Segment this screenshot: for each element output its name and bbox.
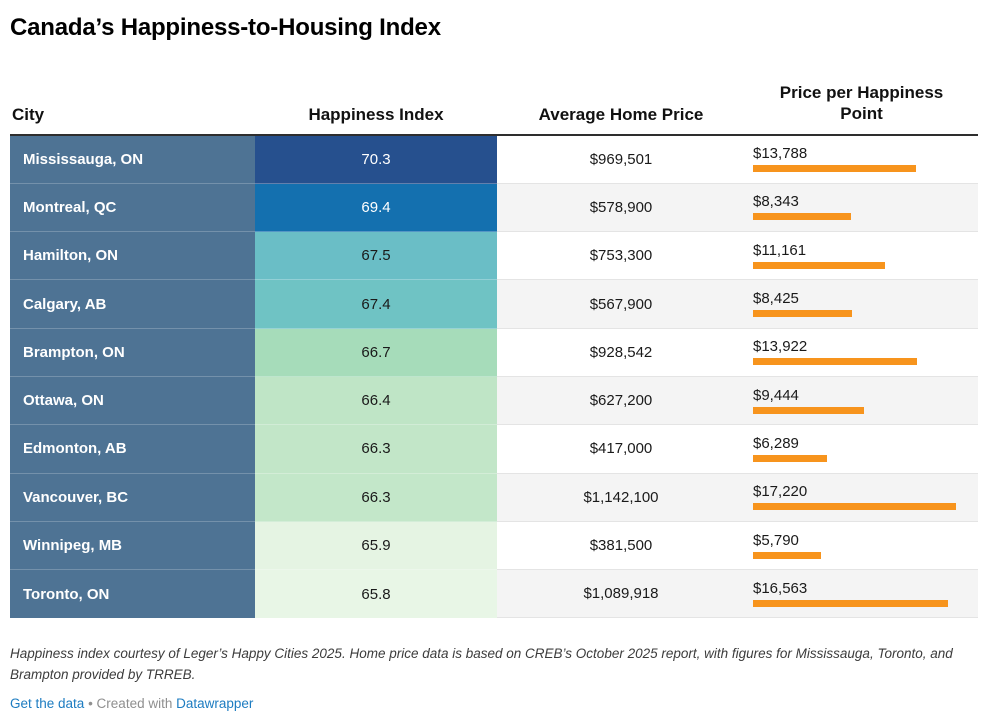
footer-links: Get the data • Created with Datawrapper <box>10 696 978 711</box>
datawrapper-link[interactable]: Datawrapper <box>176 695 254 711</box>
price-per-point-cell: $6,289 <box>745 425 978 474</box>
happiness-cell: 67.5 <box>255 232 497 281</box>
home-price-cell: $578,900 <box>497 183 745 233</box>
table-row: Montreal, QC 69.4 $578,900 $8,343 <box>10 183 978 233</box>
price-per-point-value: $11,161 <box>753 241 807 259</box>
chart-footer: Happiness index courtesy of Leger’s Happ… <box>10 644 978 711</box>
happiness-cell: 67.4 <box>255 280 497 329</box>
price-per-point-bar <box>753 406 864 414</box>
source-note: Happiness index courtesy of Leger’s Happ… <box>10 646 953 682</box>
price-per-point-bar <box>753 261 885 269</box>
city-cell: Brampton, ON <box>10 328 255 377</box>
price-per-point-value: $8,425 <box>753 290 799 308</box>
price-per-point-bar <box>753 358 917 366</box>
home-price-cell: $381,500 <box>497 521 745 571</box>
city-cell: Calgary, AB <box>10 280 255 329</box>
price-per-point-value: $9,444 <box>753 386 799 404</box>
city-cell: Hamilton, ON <box>10 232 255 281</box>
price-per-point-cell: $13,788 <box>745 135 978 184</box>
happiness-cell: 66.3 <box>255 473 497 522</box>
price-per-point-bar <box>753 599 948 607</box>
happiness-cell: 66.7 <box>255 328 497 377</box>
table-row: Toronto, ON 65.8 $1,089,918 $16,563 <box>10 570 978 619</box>
home-price-cell: $753,300 <box>497 232 745 281</box>
happiness-cell: 70.3 <box>255 135 497 184</box>
home-price-cell: $567,900 <box>497 280 745 329</box>
home-price-cell: $969,501 <box>497 135 745 184</box>
table-row: Ottawa, ON 66.4 $627,200 $9,444 <box>10 376 978 426</box>
city-cell: Toronto, ON <box>10 570 255 619</box>
table-row: Vancouver, BC 66.3 $1,142,100 $17,220 <box>10 473 978 522</box>
table-row: Edmonton, AB 66.3 $417,000 $6,289 <box>10 425 978 474</box>
price-per-point-value: $6,289 <box>753 434 799 452</box>
home-price-cell: $627,200 <box>497 376 745 426</box>
column-header-happiness-index: Happiness Index <box>308 104 444 124</box>
price-per-point-value: $17,220 <box>753 483 808 501</box>
city-cell: Vancouver, BC <box>10 473 255 522</box>
price-per-point-cell: $13,922 <box>745 328 978 377</box>
created-with-text: • Created with <box>88 695 173 711</box>
price-per-point-value: $13,788 <box>753 145 808 163</box>
price-per-point-cell: $11,161 <box>745 232 978 281</box>
happiness-cell: 65.9 <box>255 521 497 571</box>
city-cell: Edmonton, AB <box>10 425 255 474</box>
city-cell: Ottawa, ON <box>10 376 255 426</box>
home-price-cell: $1,089,918 <box>497 570 745 619</box>
table-row: Winnipeg, MB 65.9 $381,500 $5,790 <box>10 521 978 571</box>
table-header-row: City Happiness Index Average Home Price … <box>10 82 978 136</box>
price-per-point-cell: $8,425 <box>745 280 978 329</box>
column-header-average-home-price: Average Home Price <box>538 104 704 124</box>
get-the-data-link[interactable]: Get the data <box>10 695 85 711</box>
table-row: Calgary, AB 67.4 $567,900 $8,425 <box>10 280 978 329</box>
happiness-cell: 65.8 <box>255 570 497 619</box>
happiness-cell: 66.4 <box>255 376 497 426</box>
price-per-point-bar <box>753 454 827 462</box>
home-price-cell: $417,000 <box>497 425 745 474</box>
price-per-point-cell: $5,790 <box>745 521 978 571</box>
home-price-cell: $1,142,100 <box>497 473 745 522</box>
table-row: Hamilton, ON 67.5 $753,300 $11,161 <box>10 232 978 281</box>
city-cell: Mississauga, ON <box>10 135 255 184</box>
price-per-point-bar <box>753 310 852 318</box>
page-title: Canada’s Happiness-to-Housing Index <box>10 14 441 41</box>
price-per-point-cell: $17,220 <box>745 473 978 522</box>
table-row: Brampton, ON 66.7 $928,542 $13,922 <box>10 328 978 377</box>
price-per-point-bar <box>753 213 851 221</box>
price-per-point-value: $13,922 <box>753 338 808 356</box>
city-cell: Montreal, QC <box>10 183 255 233</box>
price-per-point-value: $5,790 <box>753 531 799 549</box>
price-per-point-bar <box>753 503 956 511</box>
table-body: Mississauga, ON 70.3 $969,501 $13,788 Mo… <box>10 135 978 619</box>
happiness-cell: 66.3 <box>255 425 497 474</box>
table-row: Mississauga, ON 70.3 $969,501 $13,788 <box>10 135 978 184</box>
price-per-point-bar <box>753 165 916 173</box>
column-header-city: City <box>12 104 45 124</box>
price-per-point-bar <box>753 551 821 559</box>
price-per-point-cell: $16,563 <box>745 570 978 619</box>
city-cell: Winnipeg, MB <box>10 521 255 571</box>
price-per-point-cell: $8,343 <box>745 183 978 233</box>
column-header-price-per-happiness-point: Price per Happiness Point <box>779 83 944 124</box>
home-price-cell: $928,542 <box>497 328 745 377</box>
price-per-point-value: $8,343 <box>753 193 799 211</box>
happiness-cell: 69.4 <box>255 183 497 233</box>
price-per-point-cell: $9,444 <box>745 376 978 426</box>
price-per-point-value: $16,563 <box>753 579 808 597</box>
